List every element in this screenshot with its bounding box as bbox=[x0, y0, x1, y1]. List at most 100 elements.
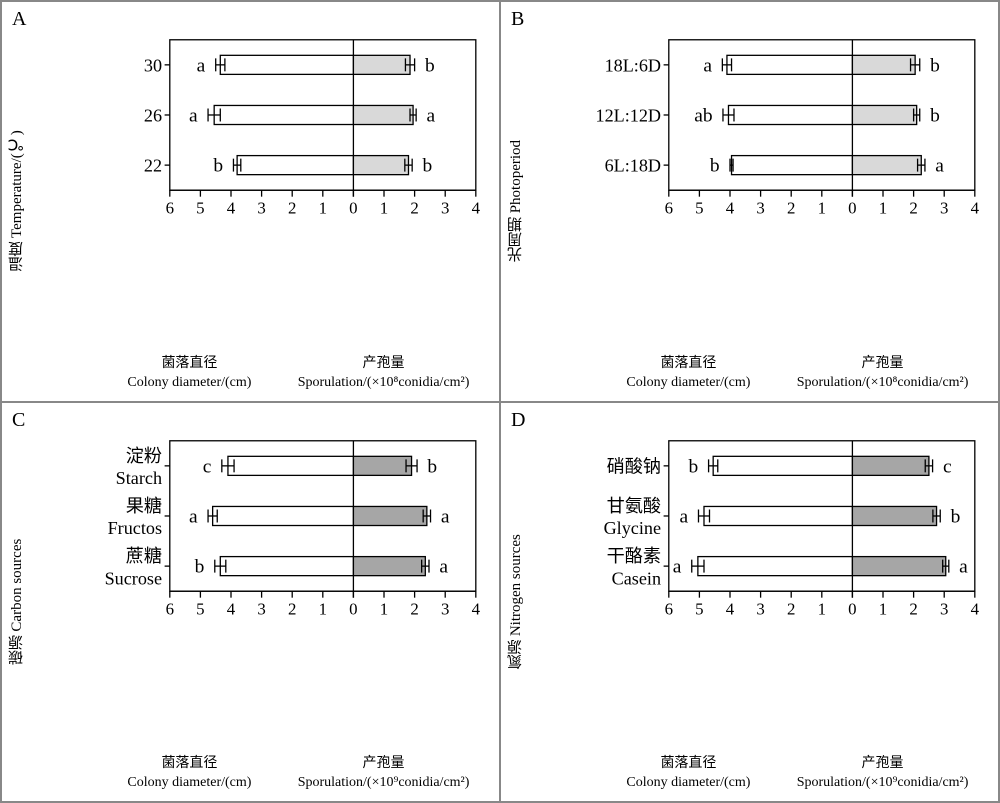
svg-text:1: 1 bbox=[818, 199, 826, 218]
svg-text:26: 26 bbox=[144, 105, 162, 125]
svg-text:3: 3 bbox=[441, 599, 449, 618]
svg-text:a: a bbox=[197, 55, 206, 76]
y-axis-label: 温度 Temperature/(℃) bbox=[8, 131, 28, 272]
svg-text:b: b bbox=[688, 456, 698, 477]
svg-text:0: 0 bbox=[349, 199, 357, 218]
svg-text:4: 4 bbox=[726, 199, 735, 218]
svg-text:干酪素: 干酪素 bbox=[607, 546, 661, 566]
plot-B: 65432101234ab18L:6Dabb12L:12Dba6L:18D bbox=[591, 32, 980, 227]
svg-text:a: a bbox=[427, 105, 436, 126]
svg-text:硝酸钠: 硝酸钠 bbox=[607, 456, 661, 476]
y-axis-label: 光周期 Photoperiod bbox=[507, 140, 527, 262]
svg-text:2: 2 bbox=[288, 599, 296, 618]
svg-text:b: b bbox=[930, 105, 940, 126]
x-axis-labels: 菌落直径Colony diameter/(cm) 产孢量Sporulation/… bbox=[591, 755, 980, 793]
svg-text:1: 1 bbox=[319, 199, 327, 218]
svg-text:a: a bbox=[959, 556, 968, 577]
svg-text:a: a bbox=[189, 506, 198, 527]
y-axis-label: 氮源 Nitrogen sources bbox=[507, 534, 527, 670]
svg-text:1: 1 bbox=[319, 599, 327, 618]
x-left-label: 菌落直径Colony diameter/(cm) bbox=[94, 355, 285, 393]
svg-text:c: c bbox=[203, 456, 212, 477]
svg-text:0: 0 bbox=[848, 599, 856, 618]
svg-text:30: 30 bbox=[144, 55, 162, 75]
x-right-label: 产孢量Sporulation/(×10⁸conidia/cm²) bbox=[787, 355, 978, 393]
x-right-label: 产孢量Sporulation/(×10⁸conidia/cm²) bbox=[288, 355, 479, 393]
svg-text:5: 5 bbox=[695, 599, 703, 618]
y-axis-label: 碳源 Carbon sources bbox=[8, 538, 28, 665]
x-right-label: 产孢量Sporulation/(×10⁹conidia/cm²) bbox=[787, 755, 978, 793]
svg-text:6: 6 bbox=[665, 599, 673, 618]
panel-letter: B bbox=[511, 8, 524, 31]
x-axis-labels: 菌落直径Colony diameter/(cm) 产孢量Sporulation/… bbox=[92, 355, 481, 393]
svg-text:2: 2 bbox=[410, 199, 418, 218]
svg-text:蔗糖: 蔗糖 bbox=[126, 546, 162, 566]
svg-text:Fructos: Fructos bbox=[108, 518, 162, 538]
svg-text:4: 4 bbox=[227, 599, 236, 618]
svg-text:Sucrose: Sucrose bbox=[105, 568, 162, 588]
svg-text:6: 6 bbox=[166, 199, 174, 218]
panel-letter: A bbox=[12, 8, 26, 31]
panel-B: B 光周期 Photoperiod 65432101234ab18L:6Dabb… bbox=[500, 1, 999, 402]
svg-text:4: 4 bbox=[971, 199, 980, 218]
svg-text:3: 3 bbox=[441, 199, 449, 218]
svg-text:18L:6D: 18L:6D bbox=[605, 55, 661, 75]
svg-text:6L:18D: 6L:18D bbox=[605, 156, 661, 176]
svg-text:5: 5 bbox=[196, 599, 204, 618]
svg-text:3: 3 bbox=[940, 599, 948, 618]
svg-text:淀粉: 淀粉 bbox=[126, 445, 162, 465]
svg-text:4: 4 bbox=[726, 599, 735, 618]
svg-text:2: 2 bbox=[288, 199, 296, 218]
svg-text:b: b bbox=[213, 156, 223, 177]
svg-text:4: 4 bbox=[472, 599, 481, 618]
svg-text:4: 4 bbox=[971, 599, 980, 618]
svg-text:3: 3 bbox=[257, 599, 265, 618]
svg-text:b: b bbox=[710, 156, 720, 177]
svg-text:Casein: Casein bbox=[612, 568, 661, 588]
svg-text:a: a bbox=[441, 506, 450, 527]
svg-text:2: 2 bbox=[787, 199, 795, 218]
svg-text:6: 6 bbox=[665, 199, 673, 218]
svg-text:Starch: Starch bbox=[116, 468, 162, 488]
svg-text:2: 2 bbox=[410, 599, 418, 618]
panel-D: D 氮源 Nitrogen sources 65432101234bc硝酸钠ab… bbox=[500, 402, 999, 803]
x-left-label: 菌落直径Colony diameter/(cm) bbox=[593, 355, 784, 393]
svg-text:2: 2 bbox=[909, 599, 917, 618]
svg-text:b: b bbox=[951, 506, 961, 527]
svg-text:3: 3 bbox=[756, 599, 764, 618]
svg-text:ab: ab bbox=[694, 105, 712, 126]
svg-text:6: 6 bbox=[166, 599, 174, 618]
panel-letter: D bbox=[511, 409, 525, 432]
figure-grid: A 温度 Temperature/(℃) 65432101234ab30aa26… bbox=[0, 0, 1000, 803]
svg-text:a: a bbox=[673, 556, 682, 577]
svg-text:4: 4 bbox=[472, 199, 481, 218]
x-axis-labels: 菌落直径Colony diameter/(cm) 产孢量Sporulation/… bbox=[591, 355, 980, 393]
panel-C: C 碳源 Carbon sources 65432101234cb淀粉Starc… bbox=[1, 402, 500, 803]
x-right-label: 产孢量Sporulation/(×10⁹conidia/cm²) bbox=[288, 755, 479, 793]
svg-text:b: b bbox=[425, 55, 435, 76]
svg-text:12L:12D: 12L:12D bbox=[596, 105, 662, 125]
plot-C: 65432101234cb淀粉Starchaa果糖Fructosba蔗糖Sucr… bbox=[92, 433, 481, 628]
svg-text:3: 3 bbox=[940, 199, 948, 218]
x-left-label: 菌落直径Colony diameter/(cm) bbox=[94, 755, 285, 793]
svg-text:a: a bbox=[189, 105, 198, 126]
svg-text:1: 1 bbox=[879, 199, 887, 218]
svg-text:3: 3 bbox=[257, 199, 265, 218]
svg-text:a: a bbox=[935, 156, 944, 177]
svg-text:2: 2 bbox=[909, 199, 917, 218]
svg-text:Glycine: Glycine bbox=[604, 518, 661, 538]
svg-text:5: 5 bbox=[695, 199, 703, 218]
svg-text:4: 4 bbox=[227, 199, 236, 218]
svg-text:b: b bbox=[195, 556, 205, 577]
plot-D: 65432101234bc硝酸钠ab甘氨酸Glycineaa干酪素Casein bbox=[591, 433, 980, 628]
svg-text:c: c bbox=[943, 456, 952, 477]
svg-text:1: 1 bbox=[818, 599, 826, 618]
svg-text:甘氨酸: 甘氨酸 bbox=[607, 496, 661, 516]
svg-text:a: a bbox=[439, 556, 448, 577]
x-left-label: 菌落直径Colony diameter/(cm) bbox=[593, 755, 784, 793]
svg-text:b: b bbox=[423, 156, 433, 177]
svg-text:1: 1 bbox=[380, 599, 388, 618]
svg-text:5: 5 bbox=[196, 199, 204, 218]
svg-text:1: 1 bbox=[380, 199, 388, 218]
svg-text:b: b bbox=[427, 456, 437, 477]
